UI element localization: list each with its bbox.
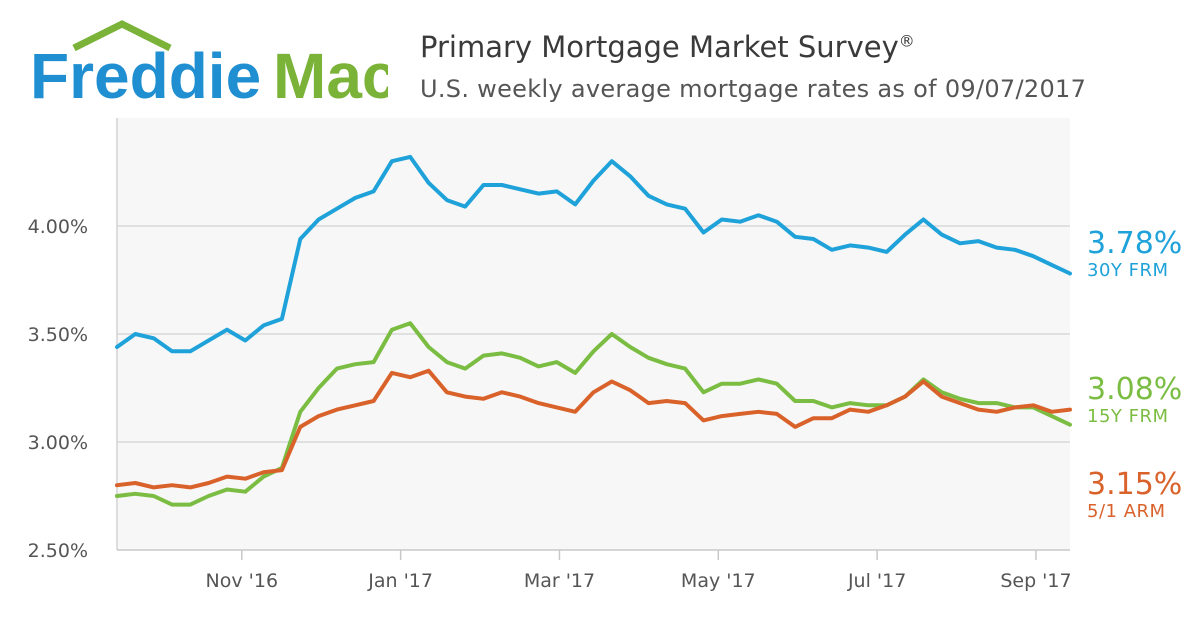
- y-tick-label: 2.50%: [28, 540, 88, 562]
- series-line-30y-frm: [115, 154, 1072, 354]
- x-tick-label: Jul '17: [847, 570, 906, 592]
- label-30y-frm: 3.78% 30Y FRM: [1087, 228, 1182, 282]
- chart-subtitle: U.S. weekly average mortgage rates as of…: [420, 75, 1087, 103]
- gridlines: [117, 225, 1070, 443]
- x-tick-label: Nov '16: [206, 570, 279, 592]
- x-tick-label: Jan '17: [367, 570, 433, 592]
- series-line-5-1-arm: [115, 368, 1072, 490]
- y-tick-label: 3.50%: [28, 324, 88, 346]
- label-5-1-arm: 3.15% 5/1 ARM: [1087, 469, 1182, 523]
- logo-word-freddie: Freddie: [30, 40, 261, 110]
- x-tick-label: Sep '17: [1000, 570, 1071, 592]
- freddie-mac-logo: Freddie Mac: [30, 20, 388, 110]
- y-tick-label: 4.00%: [28, 216, 88, 238]
- name-15y-frm: 15Y FRM: [1087, 406, 1169, 427]
- value-15y-frm: 3.08%: [1087, 372, 1183, 407]
- y-tick-label: 3.00%: [28, 432, 88, 454]
- chart-title: Primary Mortgage Market Survey®: [420, 30, 915, 64]
- y-axis: 2.50% 3.00% 3.50% 4.00%: [28, 216, 88, 562]
- series-lines: [115, 154, 1072, 507]
- value-5-1-arm: 3.15%: [1087, 467, 1183, 502]
- house-roof-icon: [72, 20, 172, 52]
- x-tick-label: May '17: [681, 570, 756, 592]
- x-axis: Nov '16 Jan '17 Mar '17 May '17 Jul '17 Sep '…: [206, 550, 1072, 592]
- name-5-1-arm: 5/1 ARM: [1087, 501, 1166, 522]
- registered-mark: ®: [898, 31, 915, 51]
- chart-title-text: Primary Mortgage Market Survey: [420, 30, 899, 64]
- label-15y-frm: 3.08% 15Y FRM: [1087, 374, 1182, 428]
- logo-word-mac: Mac: [273, 40, 388, 110]
- name-30y-frm: 30Y FRM: [1087, 260, 1169, 281]
- value-30y-frm: 3.78%: [1087, 226, 1183, 261]
- x-tick-label: Mar '17: [524, 570, 595, 592]
